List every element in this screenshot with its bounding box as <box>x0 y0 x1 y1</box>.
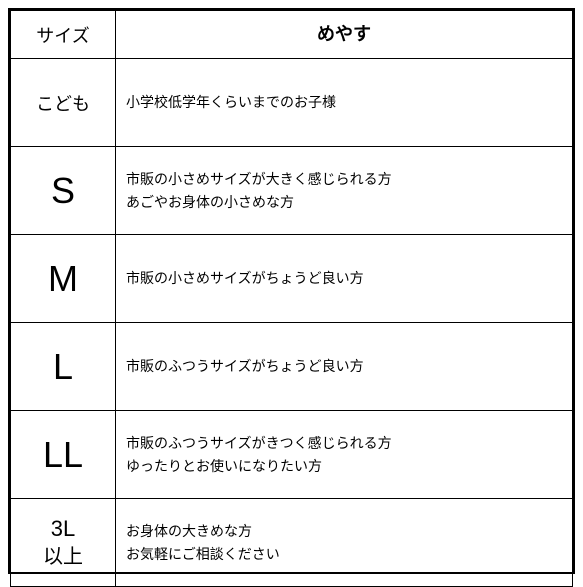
size-label-l: L <box>11 323 116 411</box>
desc-line: 市販のふつうサイズがきつく感じられる方 <box>126 432 562 454</box>
size-desc: お身体の大きめな方 お気軽にご相談ください <box>116 499 573 587</box>
size-desc: 市販のふつうサイズがきつく感じられる方 ゆったりとお使いになりたい方 <box>116 411 573 499</box>
table-row: こども 小学校低学年くらいまでのお子様 <box>11 59 573 147</box>
table-row: S 市販の小さめサイズが大きく感じられる方 あごやお身体の小さめな方 <box>11 147 573 235</box>
size-guide-table: サイズ めやす こども 小学校低学年くらいまでのお子様 S 市販の小さめサイズが… <box>10 10 573 587</box>
table-row: LL 市販のふつうサイズがきつく感じられる方 ゆったりとお使いになりたい方 <box>11 411 573 499</box>
size-label-s: S <box>11 147 116 235</box>
desc-line: あごやお身体の小さめな方 <box>126 191 562 213</box>
header-size: サイズ <box>11 11 116 59</box>
table-header-row: サイズ めやす <box>11 11 573 59</box>
header-guide: めやす <box>116 11 573 59</box>
desc-line: お気軽にご相談ください <box>126 543 562 565</box>
table-row: M 市販の小さめサイズがちょうど良い方 <box>11 235 573 323</box>
table-row: L 市販のふつうサイズがちょうど良い方 <box>11 323 573 411</box>
desc-line: お身体の大きめな方 <box>126 520 562 542</box>
size-line: 以上 <box>21 544 105 570</box>
desc-line: ゆったりとお使いになりたい方 <box>126 455 562 477</box>
size-desc: 市販のふつうサイズがちょうど良い方 <box>116 323 573 411</box>
table-row: 3L 以上 お身体の大きめな方 お気軽にご相談ください <box>11 499 573 587</box>
size-desc: 小学校低学年くらいまでのお子様 <box>116 59 573 147</box>
size-label-3l: 3L 以上 <box>11 499 116 587</box>
size-desc: 市販の小さめサイズが大きく感じられる方 あごやお身体の小さめな方 <box>116 147 573 235</box>
size-guide-table-container: サイズ めやす こども 小学校低学年くらいまでのお子様 S 市販の小さめサイズが… <box>8 8 575 574</box>
size-line: 3L <box>21 515 105 544</box>
size-label-m: M <box>11 235 116 323</box>
size-label-kodomo: こども <box>11 59 116 147</box>
size-label-ll: LL <box>11 411 116 499</box>
size-desc: 市販の小さめサイズがちょうど良い方 <box>116 235 573 323</box>
desc-line: 市販の小さめサイズが大きく感じられる方 <box>126 168 562 190</box>
